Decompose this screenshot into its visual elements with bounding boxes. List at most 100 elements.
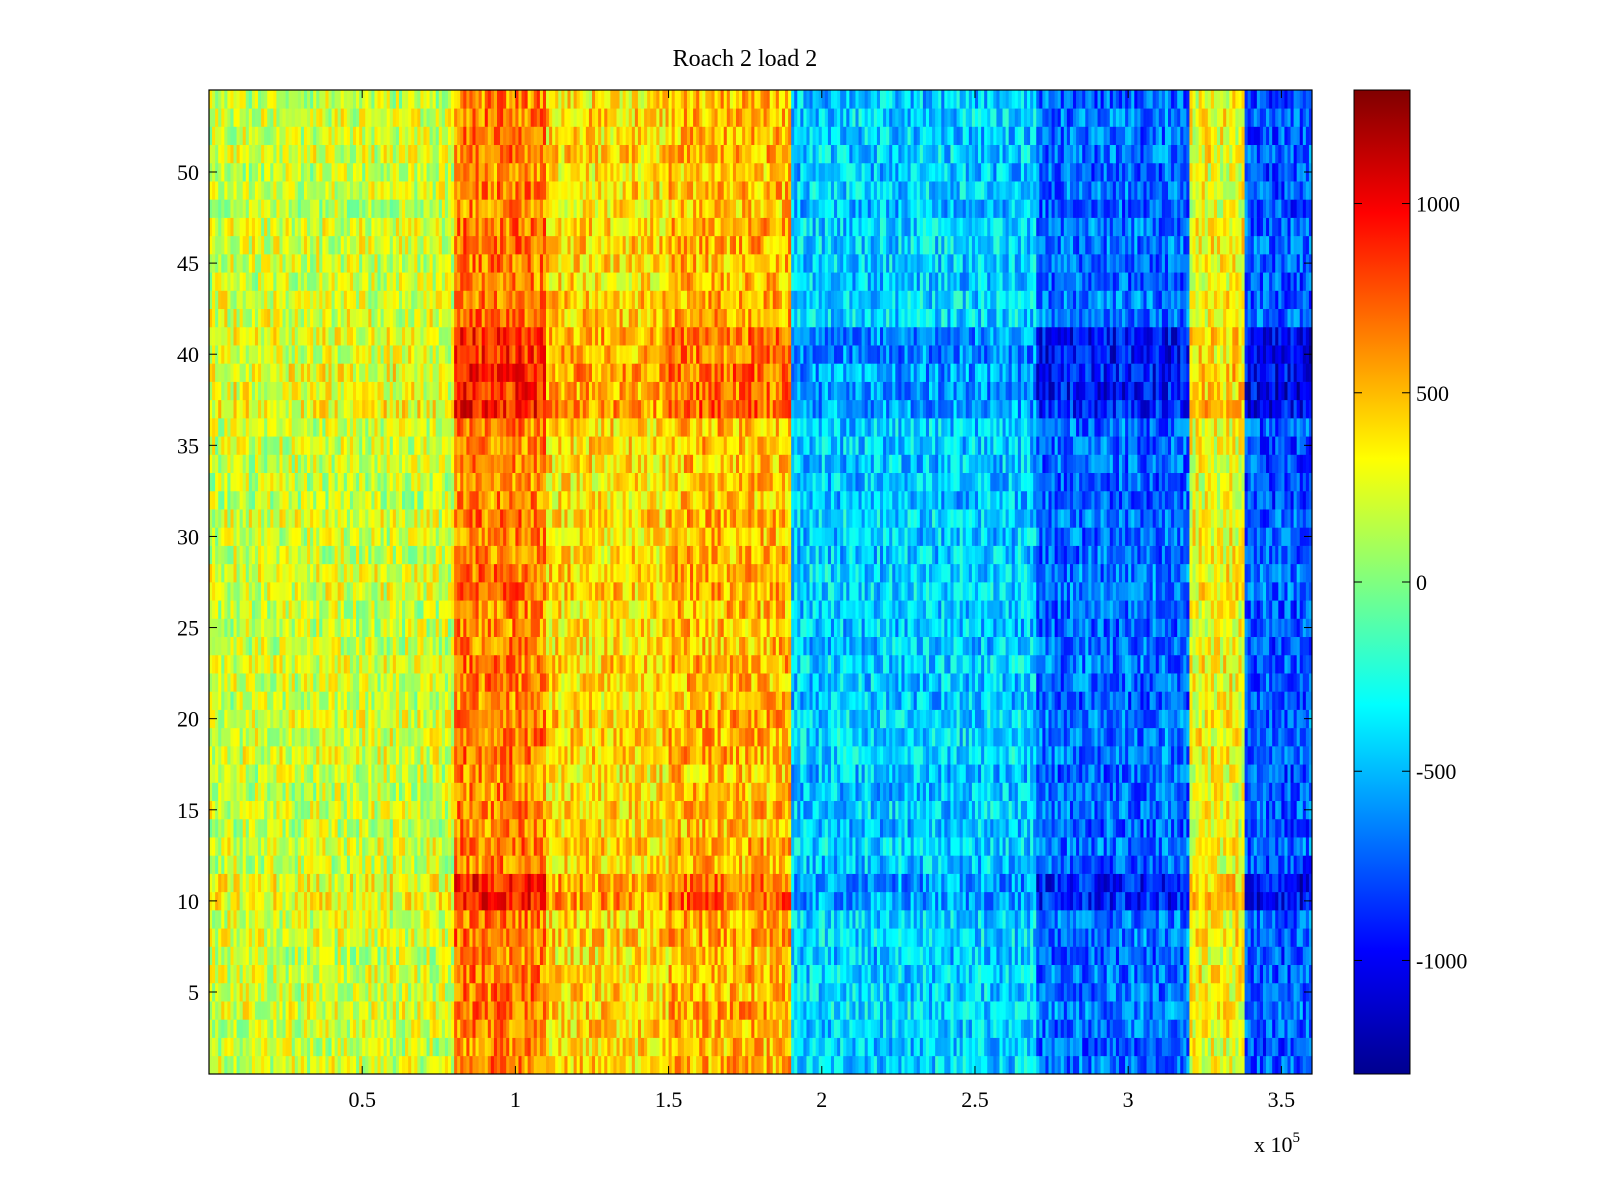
heatmap-cell (1106, 1055, 1111, 1075)
heatmap-cell (601, 837, 605, 856)
heatmap-cell (699, 1037, 703, 1057)
heatmap-cell (1073, 982, 1077, 1002)
heatmap-cell (858, 855, 862, 874)
heatmap-cell (634, 891, 639, 911)
heatmap-cell (711, 928, 715, 947)
heatmap-cell (965, 1037, 970, 1057)
heatmap-cell (546, 982, 550, 1002)
heatmap-cell (530, 982, 535, 1002)
heatmap-cell (595, 1019, 599, 1038)
heatmap-cell (405, 964, 409, 984)
heatmap-cell (873, 855, 878, 874)
heatmap-cell (604, 1055, 608, 1075)
heatmap-cell (806, 1055, 810, 1075)
heatmap-cell (1045, 891, 1049, 911)
heatmap-cell (506, 1019, 510, 1038)
heatmap-cell (313, 982, 317, 1002)
heatmap-cell (481, 855, 486, 874)
heatmap-cell (423, 873, 427, 893)
heatmap-cell (423, 928, 427, 947)
heatmap-cell (1180, 964, 1184, 984)
heatmap-cell (239, 891, 244, 911)
heatmap-cell (1063, 873, 1068, 893)
heatmap-cell (607, 873, 611, 893)
heatmap-cell (512, 837, 516, 856)
heatmap-cell (383, 818, 388, 838)
heatmap-cell (423, 818, 427, 838)
heatmap-cell (331, 837, 335, 856)
heatmap-cell (1140, 1019, 1144, 1038)
heatmap-cell (258, 982, 262, 1002)
heatmap-cell (815, 910, 820, 929)
heatmap-cell (509, 873, 513, 893)
heatmap-cell (925, 964, 930, 984)
heatmap-cell (536, 982, 541, 1002)
heatmap-cell (751, 946, 755, 966)
heatmap-cell (815, 1055, 820, 1075)
heatmap-cell (1103, 982, 1108, 1002)
heatmap-cell (904, 1019, 908, 1038)
heatmap-cell (889, 1037, 893, 1057)
heatmap-cell (539, 910, 544, 929)
heatmap-cell (735, 964, 740, 984)
heatmap-cell (965, 855, 970, 874)
heatmap-cell (742, 1037, 746, 1057)
heatmap-cell (1192, 873, 1196, 893)
heatmap-cell (558, 837, 562, 856)
heatmap-cell (680, 1055, 685, 1075)
heatmap-cell (849, 964, 853, 984)
heatmap-cell (1076, 1037, 1080, 1057)
heatmap-cell (1201, 946, 1206, 966)
heatmap-cell (322, 910, 326, 929)
heatmap-cell (1091, 946, 1095, 966)
heatmap-cell (604, 1001, 608, 1020)
heatmap-cell (1207, 855, 1212, 874)
heatmap-cell (362, 818, 366, 838)
heatmap-cell (297, 837, 302, 856)
heatmap-cell (735, 1001, 740, 1020)
heatmap-cell (1005, 855, 1010, 874)
heatmap-cell (429, 855, 434, 874)
heatmap-cell (487, 818, 492, 838)
heatmap-cell (941, 928, 945, 947)
heatmap-cell (365, 982, 369, 1002)
heatmap-cell (463, 982, 467, 1002)
heatmap-cell (785, 1019, 789, 1038)
heatmap-cell (552, 873, 556, 893)
heatmap-cell (843, 837, 847, 856)
heatmap-cell (576, 1001, 581, 1020)
heatmap-cell (1284, 1055, 1288, 1075)
heatmap-cell (932, 855, 936, 874)
heatmap-cell (362, 928, 366, 947)
heatmap-cell (1069, 891, 1074, 911)
heatmap-cell (680, 928, 685, 947)
heatmap-cell (466, 1037, 470, 1057)
heatmap-cell (224, 837, 228, 856)
heatmap-cell (328, 1037, 332, 1057)
heatmap-cell (824, 873, 829, 893)
heatmap-cell (1143, 1055, 1147, 1075)
heatmap-cell (337, 946, 342, 966)
heatmap-cell (1287, 1055, 1291, 1075)
heatmap-cell (1011, 982, 1016, 1002)
heatmap-cell (929, 946, 933, 966)
heatmap-cell (457, 855, 461, 874)
heatmap-cell (763, 873, 767, 893)
heatmap-cell (846, 910, 850, 929)
heatmap-cell (1066, 1055, 1071, 1075)
heatmap-cell (1048, 928, 1052, 947)
heatmap-cell (941, 1055, 945, 1075)
heatmap-cell (209, 1001, 213, 1020)
heatmap-cell (573, 891, 578, 911)
heatmap-cell (248, 1019, 253, 1038)
heatmap-cell (788, 964, 792, 984)
heatmap-cell (402, 891, 406, 911)
heatmap-cell (1076, 1019, 1080, 1038)
heatmap-cell (377, 1037, 381, 1057)
heatmap-cell (1195, 964, 1199, 984)
heatmap-cell (1275, 873, 1279, 893)
heatmap-cell (248, 910, 253, 929)
heatmap-cell (613, 982, 617, 1002)
heatmap-cell (843, 910, 847, 929)
heatmap-cell (748, 928, 752, 947)
